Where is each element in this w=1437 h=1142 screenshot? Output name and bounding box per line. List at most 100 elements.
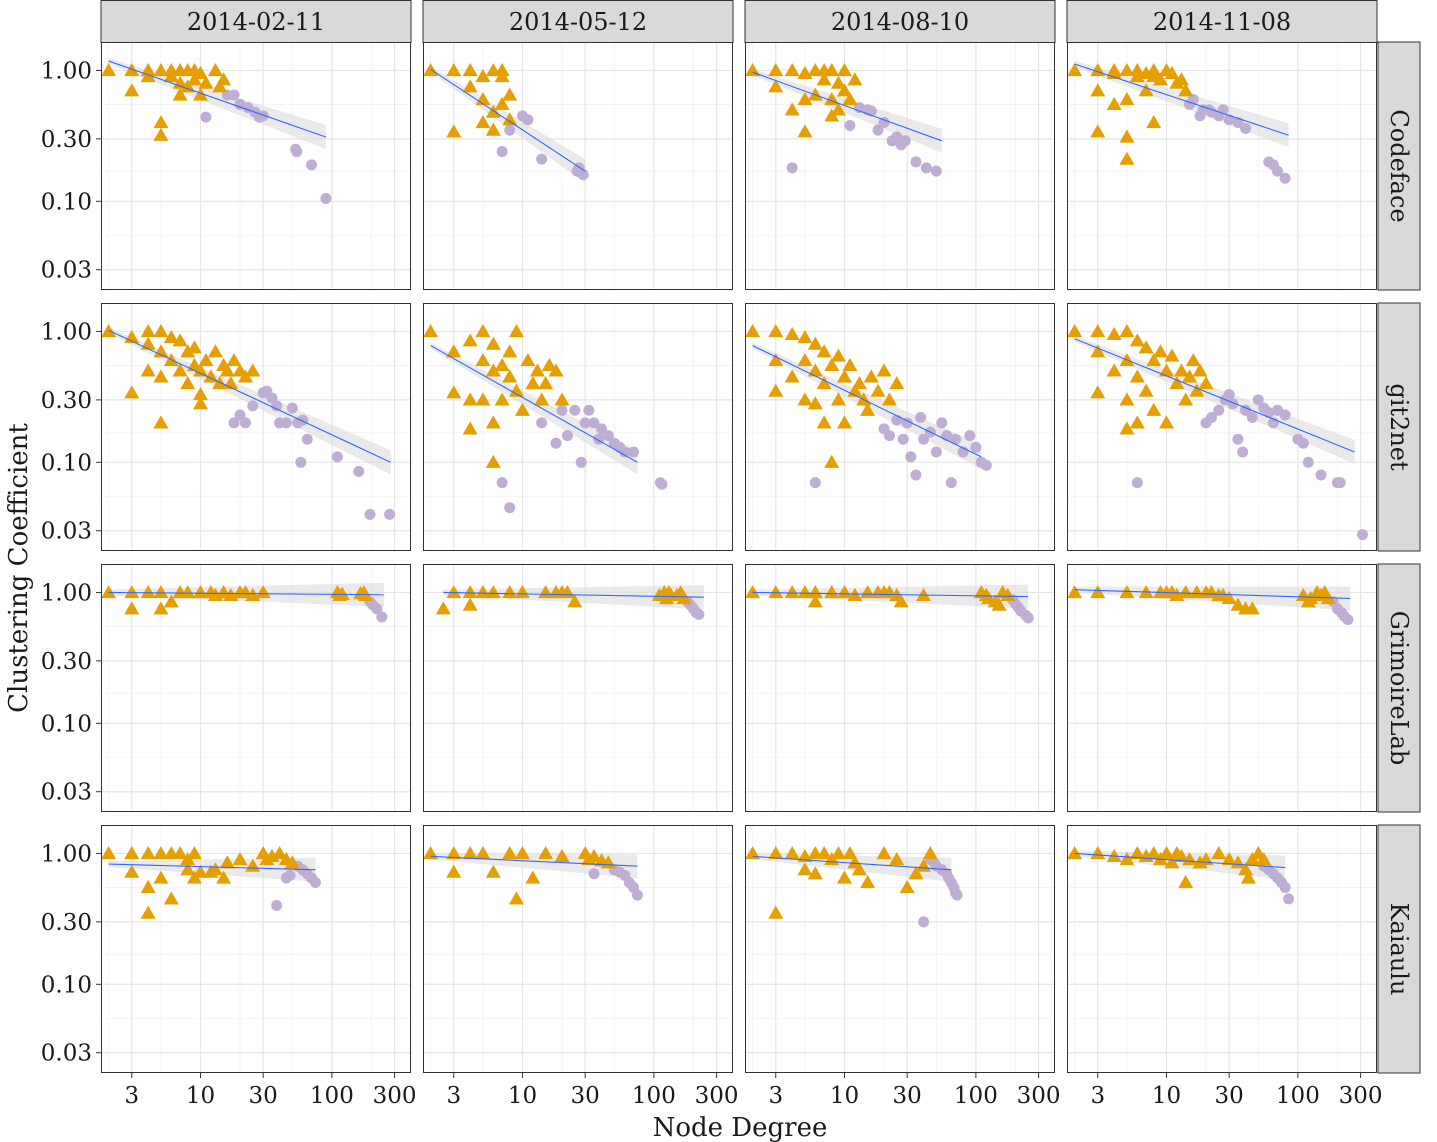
triangle-point — [824, 584, 840, 599]
triangle-point — [124, 385, 140, 399]
circle-point — [1252, 394, 1264, 406]
triangle-point — [1192, 363, 1208, 377]
triangle-point — [502, 369, 518, 383]
panel-border — [101, 303, 411, 551]
triangle-point — [1146, 845, 1162, 860]
triangle-point — [446, 584, 462, 599]
triangle-point — [876, 845, 892, 860]
triangle-point — [824, 454, 840, 468]
triangle-point — [1106, 848, 1122, 862]
row-strip-label: git2net — [1385, 383, 1413, 471]
fit-line — [1074, 338, 1355, 453]
triangle-point — [212, 79, 228, 93]
triangle-point — [525, 870, 541, 884]
circle-point — [1263, 407, 1275, 419]
x-tick-label: 3 — [446, 1083, 461, 1109]
triangle-point — [172, 333, 188, 347]
panel — [101, 825, 411, 1073]
circle-point — [1297, 437, 1309, 449]
circle-point — [1223, 388, 1235, 400]
triangle-point — [807, 396, 823, 410]
panel — [423, 42, 733, 290]
circle-point — [1223, 114, 1235, 126]
triangle-point — [153, 369, 169, 383]
fit-line — [430, 345, 638, 463]
triangle-point — [816, 376, 832, 390]
circle-point — [200, 111, 212, 123]
triangle-point — [768, 62, 784, 77]
circle-point — [583, 404, 595, 416]
triangle-point — [1090, 83, 1106, 97]
panel — [101, 303, 411, 551]
triangle-point — [140, 323, 156, 338]
circle-point — [786, 162, 798, 174]
triangle-point — [153, 584, 169, 599]
circle-point — [950, 433, 962, 445]
triangle-point — [423, 845, 439, 860]
x-tick-label: 30 — [571, 1083, 600, 1109]
triangle-point — [462, 333, 478, 347]
triangle-point — [836, 415, 852, 429]
triangle-point — [1173, 848, 1189, 862]
triangle-point — [153, 870, 169, 884]
x-tick-label: 10 — [1152, 1083, 1181, 1109]
circle-point — [1240, 404, 1252, 416]
triangle-point — [140, 905, 156, 919]
triangle-point — [824, 357, 840, 372]
circle-point — [910, 469, 922, 481]
circle-point — [1213, 404, 1225, 416]
panel-border — [745, 303, 1055, 551]
circle-point — [915, 412, 927, 424]
y-tick-label: 1.00 — [41, 319, 92, 345]
triangle-point — [899, 879, 915, 894]
circle-point — [918, 916, 930, 928]
circle-point — [496, 477, 508, 489]
triangle-point — [830, 102, 846, 116]
triangle-point — [1152, 344, 1168, 358]
triangle-point — [1090, 344, 1106, 358]
triangle-point — [172, 363, 188, 377]
circle-point — [693, 608, 705, 620]
triangle-point — [186, 845, 202, 860]
panel — [101, 564, 411, 812]
triangle-point — [462, 421, 478, 435]
x-tick-label: 100 — [310, 1083, 354, 1109]
triangle-point — [1119, 91, 1135, 106]
triangle-point — [502, 845, 518, 860]
triangle-point — [830, 392, 846, 406]
triangle-point — [520, 352, 536, 367]
panel — [745, 564, 1055, 812]
x-tick-label: 3 — [1090, 1083, 1105, 1109]
y-tick-label: 0.10 — [41, 972, 92, 998]
fit-line — [1074, 852, 1286, 869]
triangle-point — [1146, 115, 1162, 129]
x-axis-title: Node Degree — [653, 1113, 828, 1142]
circle-point — [910, 156, 922, 168]
panel-background — [1067, 303, 1377, 551]
triangle-point — [1158, 363, 1174, 377]
triangle-point — [216, 72, 232, 86]
triangle-point — [446, 344, 462, 358]
triangle-point — [462, 62, 478, 77]
circle-point — [628, 446, 640, 458]
circle-point — [286, 402, 298, 414]
triangle-point — [830, 845, 846, 860]
circle-point — [234, 409, 246, 421]
triangle-point — [272, 845, 288, 860]
triangle-point — [192, 363, 208, 377]
triangle-point — [446, 864, 462, 878]
triangle-point — [745, 584, 761, 599]
triangle-point — [232, 851, 248, 866]
triangle-point — [1211, 845, 1227, 860]
circle-point — [496, 146, 508, 158]
triangle-point — [198, 352, 214, 367]
triangle-point — [1178, 83, 1194, 97]
triangle-point — [1067, 584, 1083, 599]
triangle-point — [1138, 340, 1154, 354]
triangle-point — [172, 87, 188, 101]
triangle-point — [797, 584, 813, 599]
triangle-point — [101, 62, 117, 77]
triangle-point — [485, 415, 501, 429]
x-axis: 3 10 30 100 300 3 10 30 100 300 3 10 30 100 300 3 10 30 10… — [124, 1073, 1383, 1109]
circle-point — [930, 446, 942, 458]
